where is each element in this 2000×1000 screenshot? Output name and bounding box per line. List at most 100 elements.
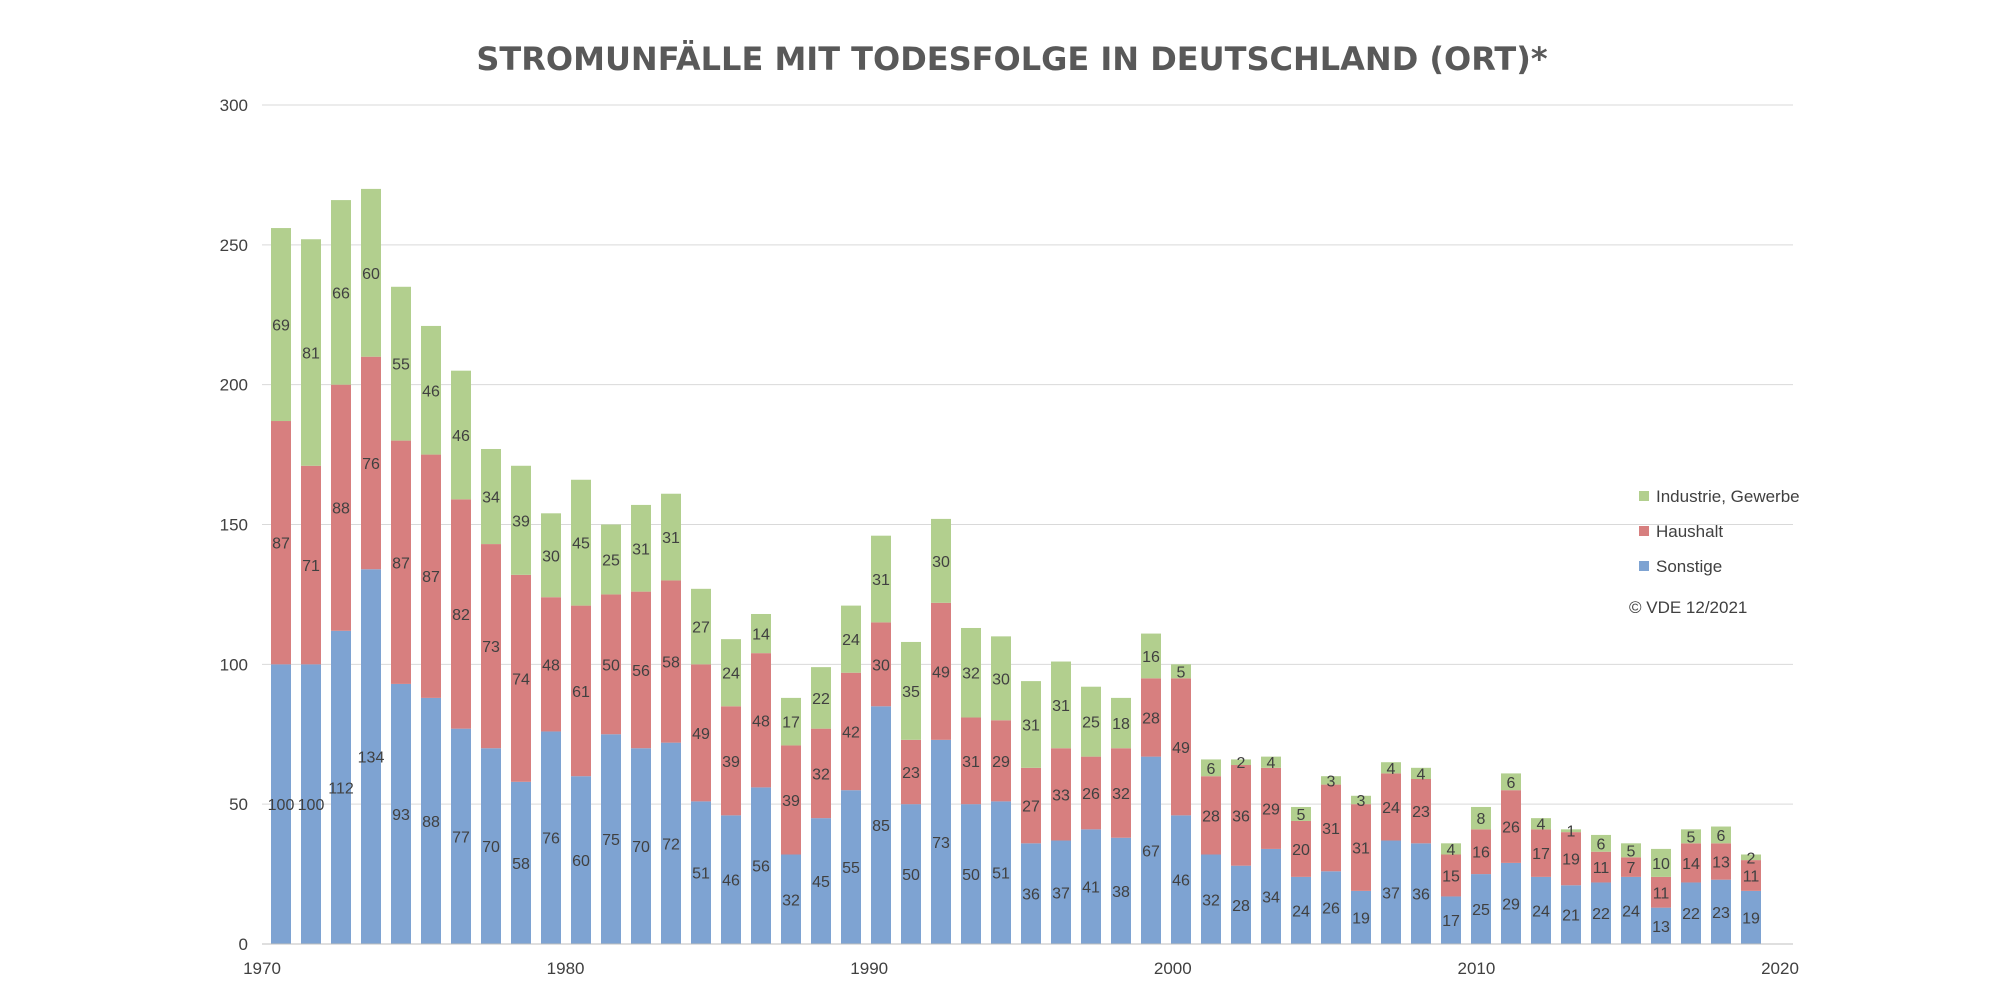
bar-segment <box>1201 776 1221 855</box>
data-label: 49 <box>692 726 710 743</box>
bars-layer <box>271 188 1761 944</box>
data-label: 134 <box>358 750 385 767</box>
bar-segment <box>271 421 291 665</box>
bar-segment <box>1411 843 1431 944</box>
bar-segment <box>751 613 771 654</box>
data-label: 41 <box>1082 880 1100 897</box>
bar-segment <box>661 493 681 581</box>
bar-segment <box>1231 765 1251 866</box>
data-label: 6 <box>1597 836 1606 853</box>
bar-segment <box>1591 834 1611 852</box>
bar-segment <box>781 697 801 746</box>
legend-swatch <box>1639 491 1649 501</box>
bar-segment <box>1111 837 1131 944</box>
legend-swatch <box>1639 561 1649 571</box>
bar-segment <box>571 605 591 777</box>
bar-segment <box>751 653 771 788</box>
bar-segment <box>991 801 1011 944</box>
bar-segment <box>1111 697 1131 749</box>
data-label: 24 <box>1532 903 1550 920</box>
data-label: 8 <box>1477 811 1486 828</box>
data-label: 4 <box>1537 817 1546 834</box>
data-label: 76 <box>362 456 380 473</box>
bar-segment <box>781 745 801 855</box>
data-label: 32 <box>812 766 830 783</box>
bar-segment <box>1051 748 1071 841</box>
data-label: 23 <box>1712 905 1730 922</box>
bar-segment <box>1741 860 1761 891</box>
copyright-note: © VDE 12/2021 <box>1629 598 1747 617</box>
data-label: 39 <box>512 513 530 530</box>
bar-segment <box>1591 851 1611 883</box>
data-label: 7 <box>1627 860 1636 877</box>
bar-segment <box>481 544 501 749</box>
data-label: 17 <box>782 715 800 732</box>
bar-segment <box>361 356 381 570</box>
data-label: 58 <box>512 856 530 873</box>
bar-segment <box>541 731 561 944</box>
bar-segment <box>421 454 441 698</box>
data-label: 70 <box>482 839 500 856</box>
bar-segment <box>301 465 321 665</box>
bar-segment <box>991 720 1011 802</box>
bar-segment <box>1501 862 1521 944</box>
bar-segment <box>301 239 321 466</box>
bar-segment <box>511 465 531 575</box>
bar-segment <box>811 728 831 819</box>
data-label: 31 <box>872 572 890 589</box>
bar-segment <box>901 641 921 740</box>
data-label: 23 <box>1412 804 1430 821</box>
data-label: 24 <box>842 632 860 649</box>
data-label: 48 <box>542 657 560 674</box>
bar-segment <box>1621 857 1641 877</box>
bar-segment <box>1381 840 1401 944</box>
bar-segment <box>721 706 741 816</box>
data-label: 75 <box>602 832 620 849</box>
data-label: 6 <box>1207 761 1216 778</box>
bar-segment <box>1561 829 1581 833</box>
bar-segment <box>1291 806 1311 821</box>
bar-segment <box>961 627 981 718</box>
bar-segment <box>1021 843 1041 944</box>
data-label: 49 <box>932 664 950 681</box>
x-tick-label: 2010 <box>1457 959 1495 978</box>
data-label: 27 <box>692 620 710 637</box>
bar-segment <box>1471 829 1491 875</box>
bar-segment <box>1021 767 1041 844</box>
data-label: 31 <box>632 541 650 558</box>
data-label: 60 <box>572 853 590 870</box>
data-label: 81 <box>302 346 320 363</box>
bar-segment <box>301 664 321 944</box>
data-label: 50 <box>602 657 620 674</box>
data-label: 4 <box>1267 755 1276 772</box>
data-label: 38 <box>1112 884 1130 901</box>
data-label: 71 <box>302 558 320 575</box>
bar-segment <box>1231 759 1251 766</box>
data-label: 69 <box>272 318 290 335</box>
bar-segment <box>451 499 471 729</box>
data-label: 19 <box>1742 910 1760 927</box>
data-label: 67 <box>1142 843 1160 860</box>
data-label: 19 <box>1562 852 1580 869</box>
data-label: 93 <box>392 807 410 824</box>
data-label: 11 <box>1743 868 1760 885</box>
y-tick-label: 100 <box>220 655 248 674</box>
labels-layer: 1008769100718111288661347660938755888746… <box>268 266 1760 936</box>
data-label: 36 <box>1232 808 1250 825</box>
data-label: 27 <box>1022 799 1040 816</box>
data-label: 30 <box>992 671 1010 688</box>
bar-segment <box>361 569 381 944</box>
bar-segment <box>991 636 1011 721</box>
y-tick-label: 250 <box>220 236 248 255</box>
bar-segment <box>871 535 891 623</box>
data-label: 34 <box>482 490 500 507</box>
bar-segment <box>1111 748 1131 838</box>
y-tick-label: 0 <box>239 935 248 954</box>
data-label: 24 <box>722 666 740 683</box>
data-label: 88 <box>422 814 440 831</box>
bar-segment <box>271 664 291 944</box>
data-label: 56 <box>752 859 770 876</box>
